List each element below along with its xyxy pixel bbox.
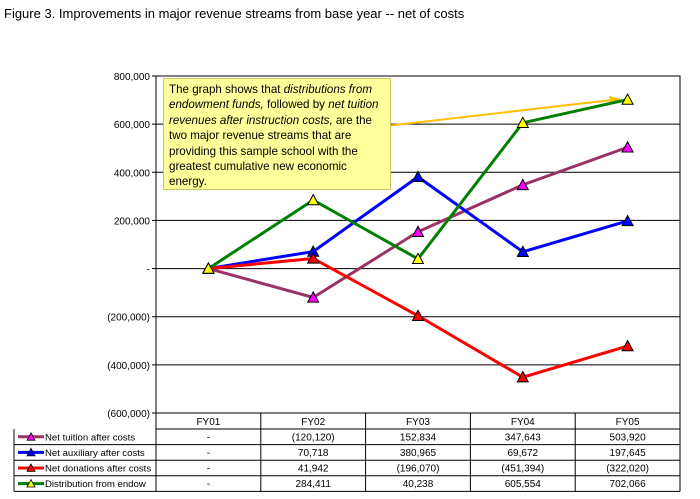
table-cell-value: 41,942 — [298, 464, 329, 475]
x-category-label: FY05 — [616, 417, 640, 428]
table-cell-value: (322,020) — [606, 464, 649, 475]
data-point-marker — [516, 245, 530, 257]
legend-key-marker — [26, 447, 36, 457]
data-point-marker — [411, 225, 425, 237]
table-cell-value: 152,834 — [400, 432, 437, 443]
table-cell-value: - — [207, 448, 210, 459]
legend-key-marker — [26, 431, 36, 441]
table-cell-value: 347,643 — [505, 432, 542, 443]
table-cell-value: 284,411 — [295, 479, 331, 490]
x-category-label: FY01 — [196, 417, 220, 428]
callout-text-3: are the two major revenue streams that a… — [169, 113, 373, 189]
y-tick-label: (200,000) — [107, 313, 150, 324]
data-point-marker — [516, 116, 530, 128]
callout-note: The graph shows that distributions from … — [163, 78, 391, 190]
y-tick-label: (600,000) — [107, 409, 150, 420]
data-point-marker — [621, 93, 634, 105]
legend-series-name: Net tuition after costs — [45, 432, 135, 443]
data-point-marker — [516, 370, 530, 383]
table-cell-value: 702,066 — [610, 479, 647, 490]
data-point-marker — [411, 252, 425, 265]
data-point-marker — [621, 140, 634, 153]
table-cell-value: 380,965 — [400, 448, 437, 459]
data-point-marker — [516, 178, 530, 191]
y-tick-label: 200,000 — [114, 216, 151, 227]
table-cell-value: 197,645 — [610, 448, 647, 459]
legend-key-marker — [26, 463, 36, 472]
data-point-marker — [202, 262, 215, 274]
callout-text-2: followed by — [263, 98, 329, 112]
callout-text-1: The graph shows that — [169, 83, 284, 96]
table-cell-value: (196,070) — [397, 464, 440, 475]
legend-series-name: Distribution from endow — [45, 479, 146, 490]
callout-emphasis-endowment: distributions from endowment funds, — [169, 83, 372, 112]
y-tick-label: 400,000 — [114, 168, 151, 179]
table-cell-value: - — [207, 464, 210, 475]
legend-series-name: Net donations after costs — [45, 464, 151, 475]
legend-key-marker — [26, 478, 36, 488]
table-cell-value: 40,238 — [403, 479, 434, 490]
x-category-label: FY03 — [406, 417, 430, 428]
x-category-label: FY04 — [511, 417, 535, 428]
table-cell-value: (120,120) — [292, 432, 335, 443]
data-point-marker — [621, 214, 634, 227]
callout-emphasis-tuition: net tuition revenues after instruction c… — [169, 98, 379, 127]
y-tick-label: (400,000) — [107, 361, 150, 372]
table-cell-value: (451,394) — [501, 464, 544, 475]
table-cell-value: 69,672 — [508, 448, 539, 459]
x-category-label: FY02 — [301, 417, 325, 428]
table-cell-value: - — [207, 432, 210, 443]
data-point-marker — [411, 309, 425, 321]
data-table: FY01 FY02 FY03 FY04 FY05 Net tuition after co… — [13, 76, 681, 492]
data-point-marker — [411, 170, 425, 183]
figure-title: Figure 3. Improvements in major revenue … — [4, 6, 465, 21]
series-group — [202, 93, 634, 383]
table-cell-value: 605,554 — [505, 479, 542, 490]
data-point-marker — [306, 193, 320, 206]
table-cell-value: - — [207, 479, 210, 490]
data-point-marker — [306, 290, 320, 303]
table-cell-value: 70,718 — [298, 448, 329, 459]
y-tick-label: 600,000 — [114, 120, 151, 131]
y-axis: 800,000 600,000 400,000 200,000 - (200,000) (4… — [107, 72, 156, 420]
data-point-marker — [306, 251, 320, 264]
y-tick-label: 800,000 — [114, 72, 151, 83]
data-point-marker — [621, 339, 634, 352]
legend-series-name: Net auxiliary after costs — [45, 448, 145, 459]
table-cell-value: 503,920 — [610, 432, 647, 443]
y-tick-label: - — [147, 265, 150, 276]
